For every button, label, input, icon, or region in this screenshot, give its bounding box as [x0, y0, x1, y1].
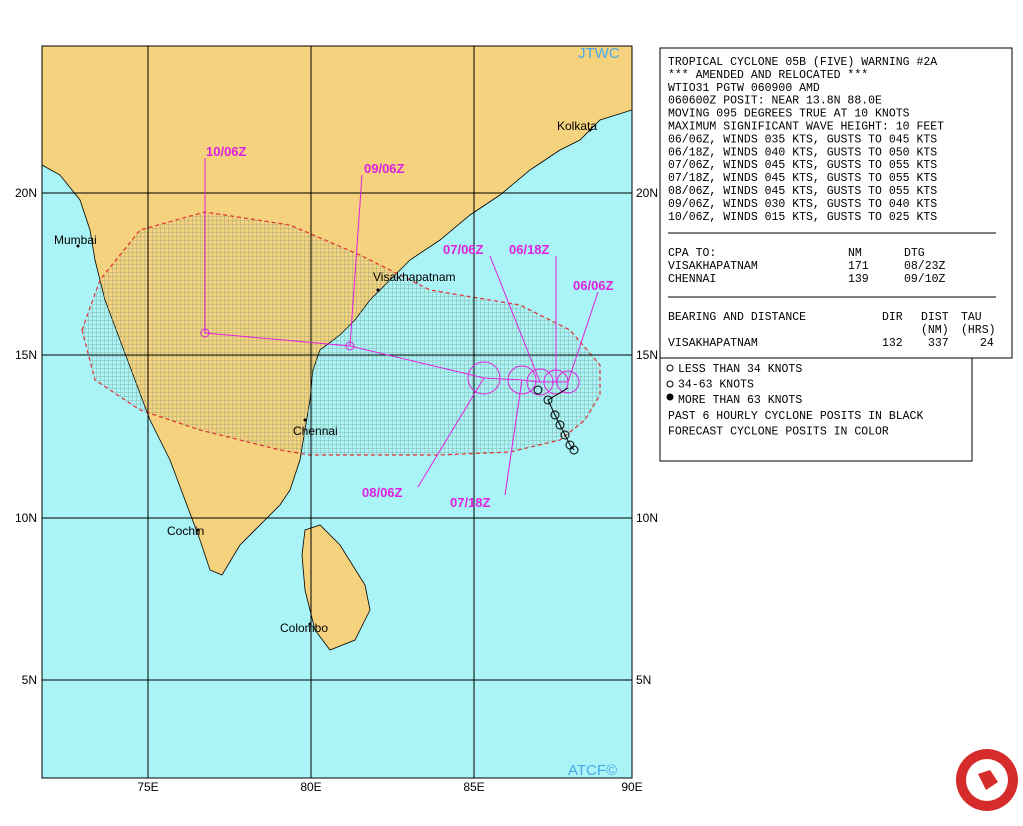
lon-label: 80E	[300, 780, 321, 794]
lat-label: 10N	[636, 511, 658, 525]
cpa-header: NM	[848, 247, 862, 260]
city-label: Colombo	[280, 621, 328, 635]
forecast-label: 06/06Z	[573, 278, 614, 293]
bearing-title: BEARING AND DISTANCE	[668, 311, 806, 324]
forecast-label: 08/06Z	[362, 485, 403, 500]
legend-box	[659, 357, 973, 462]
legend-line: FORECAST CYCLONE POSITS IN COLOR	[668, 425, 889, 438]
watermark: JTWC	[578, 45, 620, 62]
map	[42, 46, 632, 778]
warning-line: 07/18Z, WINDS 045 KTS, GUSTS TO 055 KTS	[668, 172, 937, 185]
bearing-cell: 337	[928, 337, 949, 350]
forecast-label: 10/06Z	[206, 144, 247, 159]
forecast-track	[200, 158, 599, 496]
city-dots	[76, 128, 592, 626]
cpa-cell: CHENNAI	[668, 273, 716, 286]
legend-symbols	[666, 364, 674, 401]
warning-line: TROPICAL CYCLONE 05B (FIVE) WARNING #2A	[668, 56, 937, 69]
lon-label: 75E	[137, 780, 158, 794]
lat-label: 20N	[15, 186, 37, 200]
bearing-header: DIST	[921, 311, 949, 324]
city-label: Kolkata	[557, 119, 597, 133]
cpa-header: CPA TO:	[668, 247, 716, 260]
warning-line: 060600Z POSIT: NEAR 13.8N 88.0E	[668, 95, 882, 108]
bearing-unit: (NM)	[921, 324, 949, 337]
lat-label: 15N	[636, 348, 658, 362]
cpa-cell: 139	[848, 273, 869, 286]
warning-line: WTIO31 PGTW 060900 AMD	[668, 82, 820, 95]
warning-line: 09/06Z, WINDS 030 KTS, GUSTS TO 040 KTS	[668, 198, 937, 211]
bearing-header: DIR	[882, 311, 903, 324]
warning-line: *** AMENDED AND RELOCATED ***	[668, 69, 868, 82]
forecast-label: 06/18Z	[509, 242, 550, 257]
past-track	[533, 385, 579, 455]
cpa-cell: 08/23Z	[904, 260, 946, 273]
warning-line: 10/06Z, WINDS 015 KTS, GUSTS TO 025 KTS	[668, 211, 937, 224]
sri-lanka	[301, 524, 371, 651]
lat-label: 15N	[15, 348, 37, 362]
bearing-unit: (HRS)	[961, 324, 996, 337]
lat-label: 5N	[636, 673, 651, 687]
warning-line: 06/18Z, WINDS 040 KTS, GUSTS TO 050 KTS	[668, 146, 937, 159]
credit: ATCF©	[568, 762, 617, 779]
warning-line: 06/06Z, WINDS 035 KTS, GUSTS TO 045 KTS	[668, 133, 937, 146]
cpa-cell: 171	[848, 260, 869, 273]
forecast-label: 07/18Z	[450, 495, 491, 510]
graticule	[42, 46, 632, 778]
bearing-cell: 24	[980, 337, 994, 350]
legend-line: MORE THAN 63 KNOTS	[678, 394, 802, 407]
bearing-cell: 132	[882, 337, 903, 350]
legend-line: LESS THAN 34 KNOTS	[678, 363, 802, 376]
forecast-label: 09/06Z	[364, 161, 405, 176]
cpa-header: DTG	[904, 247, 925, 260]
bearing-header: TAU	[961, 311, 982, 324]
warning-line: 08/06Z, WINDS 045 KTS, GUSTS TO 055 KTS	[668, 185, 937, 198]
warning-line: MOVING 095 DEGREES TRUE AT 10 KNOTS	[668, 108, 910, 121]
lon-label: 85E	[463, 780, 484, 794]
lat-label: 5N	[22, 673, 37, 687]
map-frame	[41, 45, 633, 779]
cpa-cell: 09/10Z	[904, 273, 946, 286]
warning-line: 07/06Z, WINDS 045 KTS, GUSTS TO 055 KTS	[668, 159, 937, 172]
legend-line: PAST 6 HOURLY CYCLONE POSITS IN BLACK	[668, 410, 923, 423]
city-label: Cochin	[167, 524, 204, 538]
city-label: Visakhapatnam	[373, 270, 456, 284]
lat-label: 20N	[636, 186, 658, 200]
bearing-cell: VISAKHAPATNAM	[668, 337, 758, 350]
forecast-label: 07/06Z	[443, 242, 484, 257]
warning-line: MAXIMUM SIGNIFICANT WAVE HEIGHT: 10 FEET	[668, 121, 944, 134]
lat-label: 10N	[15, 511, 37, 525]
city-label: Mumbai	[54, 233, 97, 247]
forecast-cone	[81, 211, 601, 456]
logo	[956, 749, 1018, 811]
warning-box	[659, 47, 1013, 359]
legend-line: 34-63 KNOTS	[678, 379, 754, 392]
city-label: Chennai	[293, 424, 338, 438]
cpa-cell: VISAKHAPATNAM	[668, 260, 758, 273]
lon-label: 90E	[621, 780, 642, 794]
